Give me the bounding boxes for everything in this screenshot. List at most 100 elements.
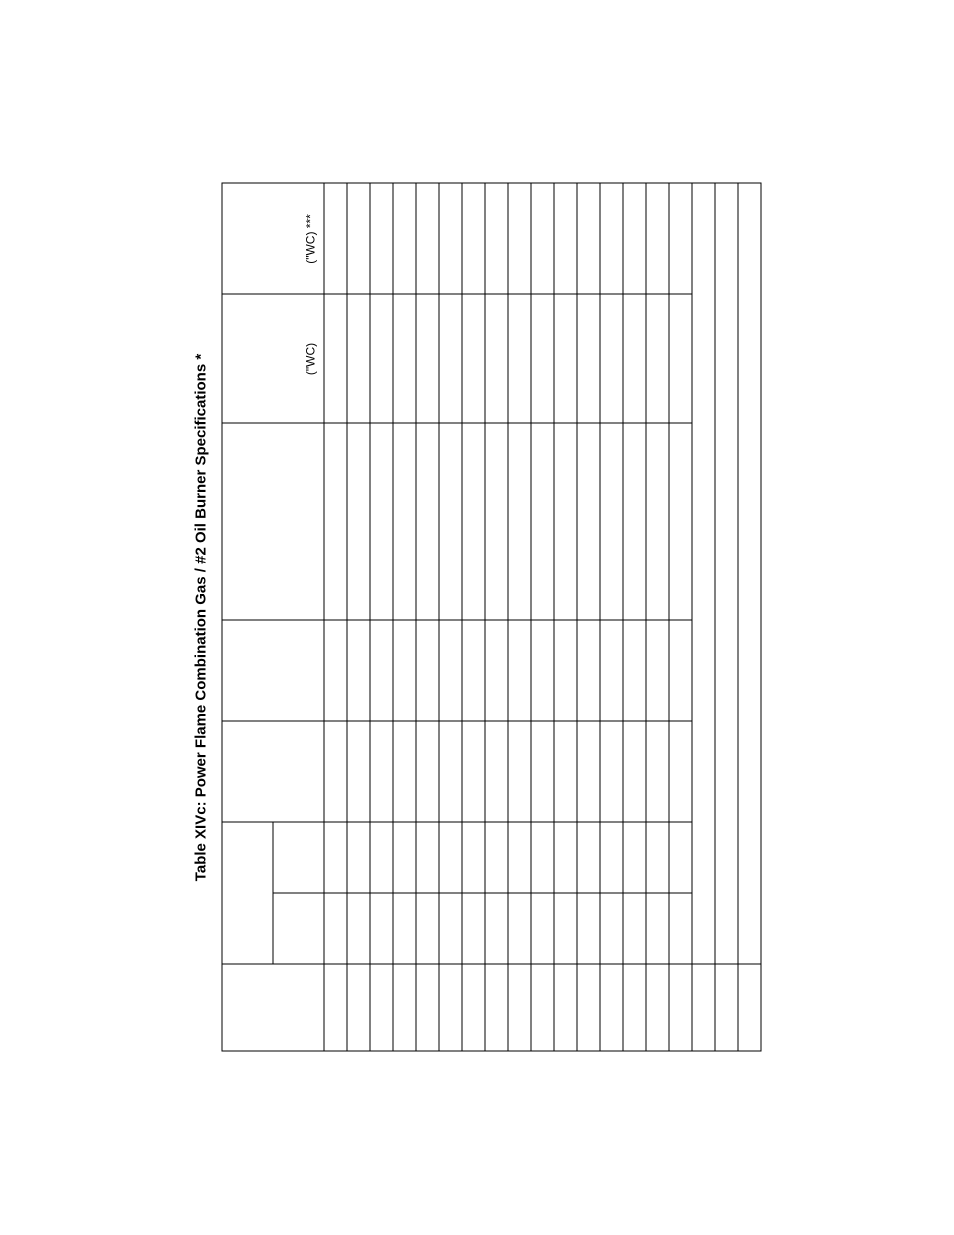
table-row: [439, 184, 462, 1052]
table-cell: [508, 184, 531, 295]
table-cell: [324, 894, 347, 965]
table-cell: [577, 184, 600, 295]
table-cell: [646, 894, 669, 965]
table-row: [393, 184, 416, 1052]
table-cell: [531, 295, 554, 424]
table-cell: [324, 621, 347, 722]
header-col-4: [222, 722, 324, 823]
table-cell: [577, 965, 600, 1052]
table-cell: [462, 424, 485, 621]
table-cell: [439, 621, 462, 722]
table-cell: [554, 621, 577, 722]
table-cell: [600, 965, 623, 1052]
table-cell: [669, 965, 692, 1052]
table-cell: [623, 894, 646, 965]
table-cell: [439, 424, 462, 621]
table-cell: [646, 295, 669, 424]
table-cell: [531, 722, 554, 823]
table-cell: [462, 965, 485, 1052]
table-cell: [462, 894, 485, 965]
table-cell: [646, 823, 669, 894]
table-cell: [531, 965, 554, 1052]
table-cell: [508, 295, 531, 424]
table-cell: [669, 823, 692, 894]
table-cell: [623, 823, 646, 894]
table-cell: [485, 965, 508, 1052]
table-cell: [370, 424, 393, 621]
table-cell: [347, 894, 370, 965]
table-cell: [623, 424, 646, 621]
table-cell: [646, 965, 669, 1052]
table-cell: [531, 424, 554, 621]
table-cell: [324, 823, 347, 894]
table-cell: [462, 295, 485, 424]
footer-cell-left: [692, 965, 715, 1052]
table-cell: [508, 424, 531, 621]
table-cell: [531, 894, 554, 965]
table-cell: [393, 965, 416, 1052]
table-footer-row: [715, 184, 738, 1052]
table-row: [370, 184, 393, 1052]
table-cell: [531, 823, 554, 894]
table-cell: [485, 424, 508, 621]
table-cell: [669, 894, 692, 965]
table-cell: [531, 184, 554, 295]
table-cell: [393, 424, 416, 621]
table-cell: [370, 965, 393, 1052]
page: Table XIVc: Power Flame Combination Gas …: [0, 0, 954, 1235]
table-cell: [370, 184, 393, 295]
table-cell: [485, 295, 508, 424]
table-cell: [669, 621, 692, 722]
table-cell: [508, 965, 531, 1052]
table-cell: [347, 295, 370, 424]
table-cell: [508, 894, 531, 965]
table-header-row: ("WC)("WC) ***: [222, 184, 273, 1052]
table-row: [623, 184, 646, 1052]
header-col-7: ("WC): [222, 295, 324, 424]
table-cell: [393, 621, 416, 722]
table-cell: [485, 894, 508, 965]
table-cell: [393, 295, 416, 424]
table-row: [669, 184, 692, 1052]
table-row: [485, 184, 508, 1052]
table-cell: [508, 722, 531, 823]
header-col-2: [273, 894, 324, 965]
table-cell: [439, 722, 462, 823]
header-col-3: [273, 823, 324, 894]
table-cell: [416, 722, 439, 823]
table-cell: [416, 823, 439, 894]
table-cell: [416, 965, 439, 1052]
table-cell: [485, 722, 508, 823]
table-cell: [669, 722, 692, 823]
table-cell: [554, 894, 577, 965]
table-cell: [439, 184, 462, 295]
table-cell: [669, 424, 692, 621]
table-cell: [347, 722, 370, 823]
table-cell: [508, 823, 531, 894]
table-cell: [531, 621, 554, 722]
table-row: [462, 184, 485, 1052]
table-cell: [623, 965, 646, 1052]
table-cell: [416, 894, 439, 965]
table-row: [554, 184, 577, 1052]
table-cell: [600, 424, 623, 621]
table-cell: [393, 722, 416, 823]
header-col-6: [222, 424, 324, 621]
table-cell: [324, 295, 347, 424]
header-col-1: [222, 965, 324, 1052]
table-row: [508, 184, 531, 1052]
table-cell: [600, 894, 623, 965]
table-cell: [324, 722, 347, 823]
table-cell: [393, 184, 416, 295]
header-col-8: ("WC) ***: [222, 184, 324, 295]
table-cell: [370, 621, 393, 722]
table-cell: [577, 295, 600, 424]
table-cell: [669, 295, 692, 424]
table-cell: [577, 894, 600, 965]
table-row: [324, 184, 347, 1052]
table-cell: [393, 894, 416, 965]
table-cell: [508, 621, 531, 722]
table-cell: [577, 621, 600, 722]
footer-cell-left: [738, 965, 761, 1052]
table-cell: [554, 424, 577, 621]
